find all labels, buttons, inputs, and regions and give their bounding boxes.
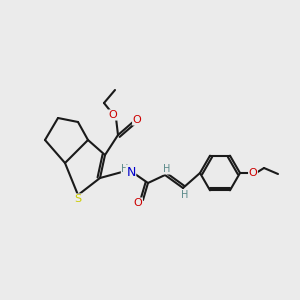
Text: O: O [134,198,142,208]
Text: H: H [121,164,129,174]
Text: O: O [109,110,117,120]
Text: O: O [133,115,141,125]
Text: O: O [249,168,257,178]
Text: N: N [126,166,136,178]
Text: S: S [74,194,82,204]
Text: H: H [163,164,171,174]
Text: H: H [181,190,189,200]
